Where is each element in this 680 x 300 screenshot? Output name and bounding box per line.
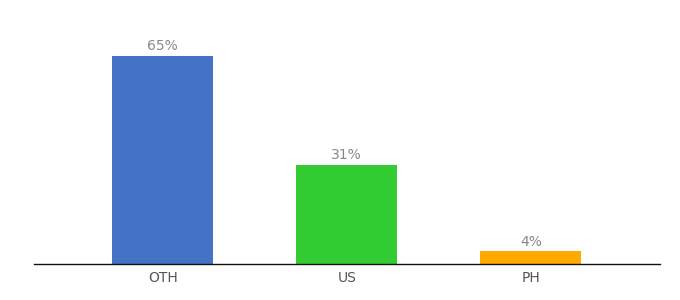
Bar (480, 251, 581, 264)
Bar (296, 165, 397, 264)
Bar (112, 56, 214, 264)
Text: 31%: 31% (331, 148, 362, 162)
Text: 4%: 4% (520, 235, 542, 249)
Text: 65%: 65% (148, 39, 178, 53)
